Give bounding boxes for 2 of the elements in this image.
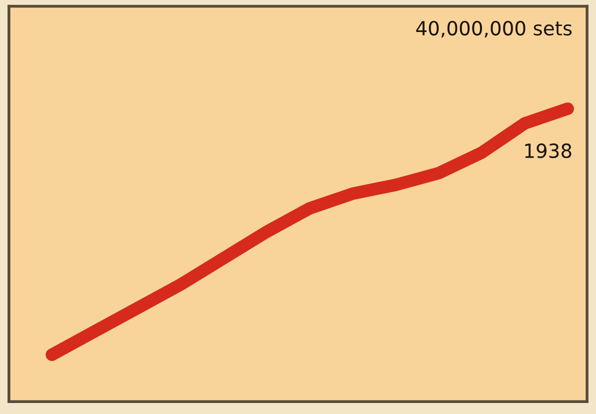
- annotation: 1938: [525, 143, 572, 158]
- text: 40,000,000 sets: [416, 20, 572, 38]
